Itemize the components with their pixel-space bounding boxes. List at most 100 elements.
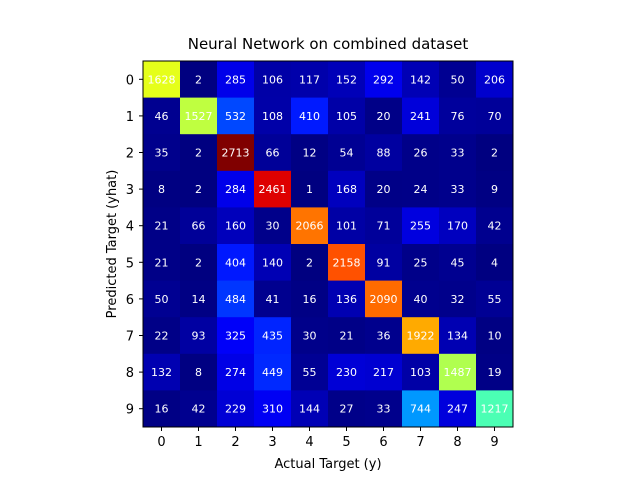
cell-value-label: 24 [414,183,428,196]
cell-value-label: 12 [303,147,317,160]
heatmap-cell [291,134,329,172]
cell-value-label: 16 [155,403,169,416]
cell-value-label: 325 [225,330,246,343]
x-axis-ticks: 0 1 2 3 4 5 6 7 8 9 [157,427,499,450]
cell-value-label: 2066 [296,220,324,233]
cell-value-label: 33 [377,403,391,416]
cell-value-label: 20 [377,183,391,196]
cell-value-label: 410 [299,110,320,123]
cell-value-label: 40 [414,293,428,306]
cell-value-label: 103 [410,366,431,379]
cell-value-label: 136 [336,293,357,306]
heatmap-cell [254,97,292,135]
plot-frame [142,60,514,428]
heatmap-cell [143,353,181,391]
cell-value-label: 45 [451,256,465,269]
cell-value-label: 9 [491,183,498,196]
heatmap-cell [328,134,366,172]
cell-value-label: 484 [225,293,246,306]
x-tick-label: 6 [379,435,387,450]
cell-value-label: 108 [262,110,283,123]
cell-value-label: 21 [155,220,169,233]
heatmap-cell [476,97,514,135]
cell-value-label: 21 [155,256,169,269]
heatmap-cell [365,134,403,172]
heatmap-cell [180,97,218,135]
heatmap-cell [180,61,218,99]
heatmap-cell [328,97,366,135]
cell-value-label: 10 [488,330,502,343]
cell-value-label: 50 [155,293,169,306]
y-tick-label: 9 [126,403,134,418]
cell-value-label: 46 [155,110,169,123]
heatmap-cell [217,280,255,318]
x-axis-label: Actual Target (y) [274,457,381,472]
cell-value-label: 1922 [407,330,435,343]
cell-value-label: 134 [447,330,468,343]
heatmap-cell [254,353,292,391]
cell-value-label: 32 [451,293,465,306]
heatmap-cell [217,207,255,245]
cell-value-label: 140 [262,256,283,269]
heatmap-cell [143,390,181,428]
heatmap-cell [217,97,255,135]
cell-value-label: 2 [195,256,202,269]
heatmap-cell [328,170,366,208]
heatmap-cell [143,170,181,208]
x-tick-label: 0 [157,435,165,450]
heatmap-cell [180,353,218,391]
cell-value-label: 255 [410,220,431,233]
heatmap-cell [180,244,218,282]
cell-value-label: 54 [340,147,354,160]
heatmap-cell [291,353,329,391]
cell-value-label: 404 [225,256,246,269]
heatmap-cell [143,134,181,172]
y-tick-label: 8 [126,366,134,381]
cell-value-label: 25 [414,256,428,269]
heatmap-cell [180,134,218,172]
cell-value-label: 88 [377,147,391,160]
cell-value-label: 8 [195,366,202,379]
heatmap-cell [439,61,477,99]
cell-value-label: 2 [195,73,202,86]
cell-value-label: 76 [451,110,465,123]
cell-value-label: 1217 [481,403,509,416]
heatmap-cell [180,280,218,318]
cell-value-label: 106 [262,73,283,86]
heatmap-cell [180,170,218,208]
cell-value-label: 19 [488,366,502,379]
heatmap-cell [143,280,181,318]
cell-value-label: 2 [195,183,202,196]
cell-value-label: 55 [488,293,502,306]
cell-value-label: 142 [410,73,431,86]
heatmap-cell [439,170,477,208]
heatmap-cell [402,353,440,391]
heatmap-cell [476,207,514,245]
y-axis-ticks: 0 1 2 3 4 5 6 7 8 9 [126,73,143,418]
heatmap-cell [217,244,255,282]
heatmap-cell [143,61,181,99]
cell-value-label: 14 [192,293,206,306]
cell-value-label: 284 [225,183,246,196]
heatmap-cell [254,280,292,318]
cell-value-label: 274 [225,366,246,379]
heatmap-cell [217,390,255,428]
cell-value-label: 1527 [185,110,213,123]
x-tick-label: 8 [453,435,461,450]
cell-value-label: 71 [377,220,391,233]
heatmap-cell [365,61,403,99]
heatmap-cell [439,280,477,318]
cell-value-label: 105 [336,110,357,123]
heatmap-cell [254,390,292,428]
x-tick-label: 2 [231,435,239,450]
cell-value-label: 20 [377,110,391,123]
y-tick-label: 4 [126,220,134,235]
heatmap-cell [328,353,366,391]
y-tick-label: 0 [126,73,134,88]
heatmap-cell [439,134,477,172]
y-axis-label: Predicted Target (yhat) [105,170,120,319]
cell-value-label: 101 [336,220,357,233]
cell-value-label: 22 [155,330,169,343]
